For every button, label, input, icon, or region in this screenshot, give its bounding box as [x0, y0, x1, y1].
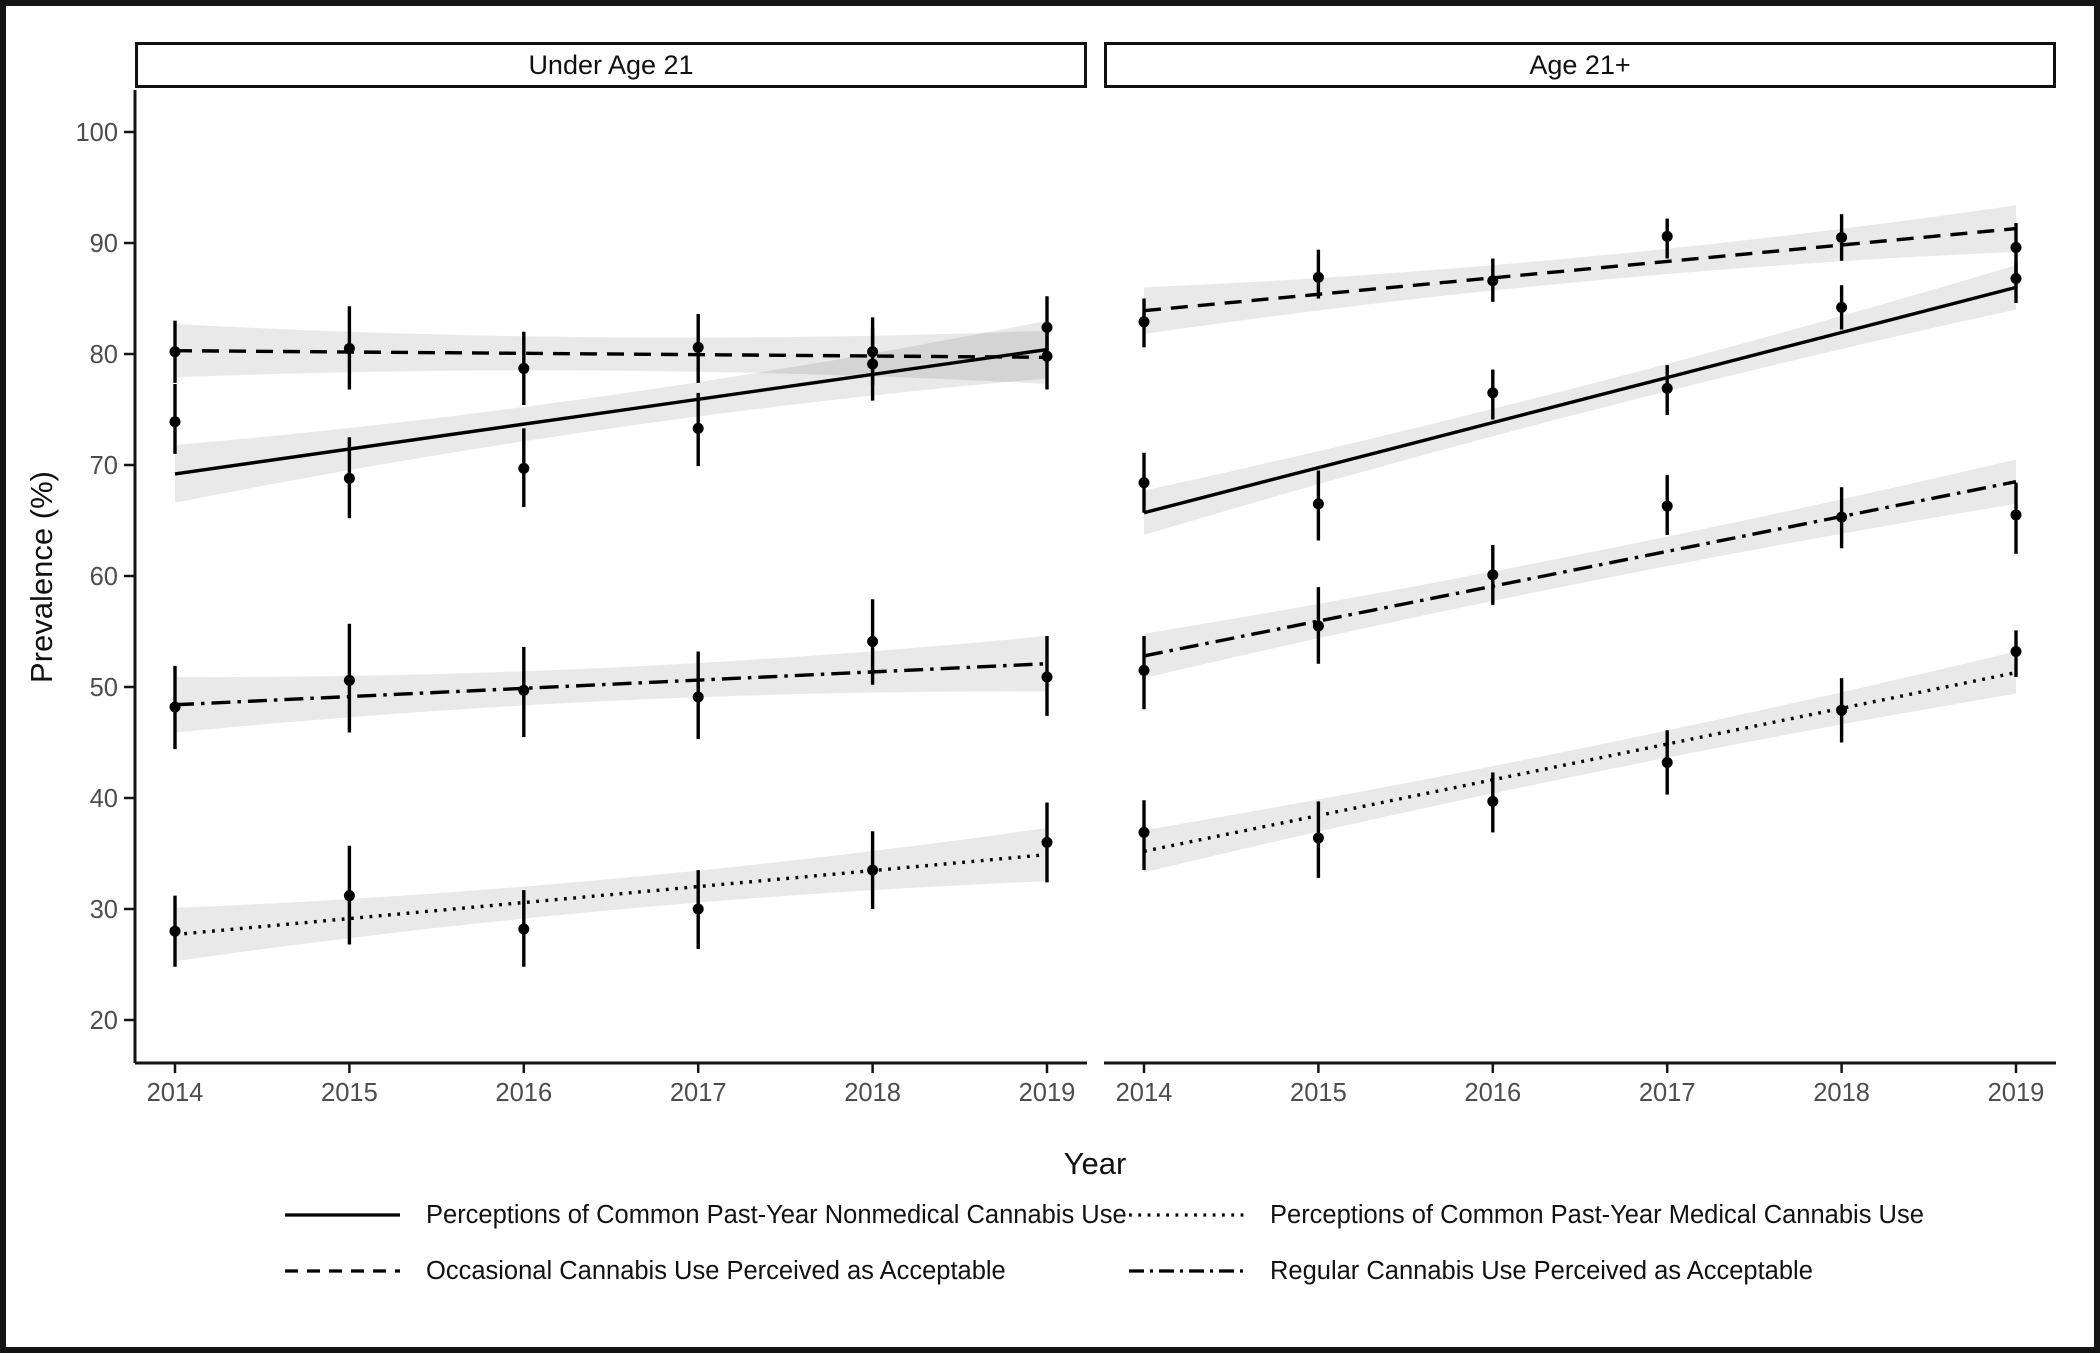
confidence-band-dotted [1144, 651, 2016, 873]
data-point [1041, 671, 1053, 683]
y-tick-label: 70 [90, 452, 118, 480]
data-point [692, 903, 704, 915]
facet-strip-under-age-21: Under Age 21 [135, 42, 1087, 88]
x-tick-label: 2019 [1019, 1079, 1076, 1107]
y-tick-label: 100 [75, 119, 118, 147]
data-point [1138, 477, 1150, 489]
legend-label-medical: Perceptions of Common Past-Year Medical … [1270, 1200, 1924, 1229]
data-point [1138, 316, 1150, 328]
dashdot-trend-line [1143, 479, 2017, 658]
y-tick-label: 30 [90, 896, 118, 924]
y-tick-label: 20 [90, 1007, 118, 1035]
y-tick-label: 80 [90, 341, 118, 369]
data-point [867, 635, 879, 647]
legend-label-occasional: Occasional Cannabis Use Perceived as Acc… [426, 1256, 1006, 1285]
confidence-band-dashdot [175, 635, 1047, 733]
dotted-trend-line [174, 852, 1048, 937]
data-point [1041, 350, 1053, 362]
data-point [1312, 832, 1324, 844]
data-point [169, 925, 181, 937]
data-point [518, 923, 530, 935]
data-point [1487, 275, 1499, 287]
x-tick-label: 2018 [1813, 1079, 1870, 1107]
data-point [1661, 500, 1673, 512]
data-point [1836, 231, 1848, 243]
x-tick-label: 2017 [670, 1079, 727, 1107]
data-point [1138, 826, 1150, 838]
legend-item-regular: Regular Cannabis Use Perceived as Accept… [1129, 1252, 1813, 1290]
x-tick-label: 2019 [1988, 1079, 2045, 1107]
data-point [1487, 387, 1499, 399]
data-point [1312, 498, 1324, 510]
data-point [1836, 301, 1848, 313]
data-point [692, 691, 704, 703]
data-point [2010, 241, 2022, 253]
y-tick-label: 40 [90, 785, 118, 813]
data-point [169, 346, 181, 358]
data-point [1836, 704, 1848, 716]
data-point [1312, 620, 1324, 632]
solid-line-sample-icon [285, 1213, 400, 1217]
data-point [1661, 756, 1673, 768]
legend-item-occasional: Occasional Cannabis Use Perceived as Acc… [285, 1252, 1006, 1290]
y-tick-label: 50 [90, 674, 118, 702]
dashed-trend-line [174, 348, 1048, 360]
data-point [692, 422, 704, 434]
legend-label-nonmedical: Perceptions of Common Past-Year Nonmedic… [426, 1200, 1127, 1229]
x-tick-label: 2014 [1116, 1079, 1173, 1107]
y-tick-label: 60 [90, 563, 118, 591]
data-point [692, 341, 704, 353]
y-tick-label: 90 [90, 230, 118, 258]
x-tick-label: 2018 [844, 1079, 901, 1107]
data-point [343, 674, 355, 686]
data-point [1138, 664, 1150, 676]
y-axis-title: Prevalence (%) [24, 471, 59, 683]
x-tick-label: 2017 [1639, 1079, 1696, 1107]
solid-trend-line [174, 347, 1048, 476]
data-point [343, 342, 355, 354]
data-point [518, 462, 530, 474]
data-point [169, 416, 181, 428]
data-point [1487, 795, 1499, 807]
data-point [2010, 509, 2022, 521]
data-point [1661, 382, 1673, 394]
data-point [2010, 273, 2022, 285]
dashed-line-sample-icon [285, 1269, 400, 1273]
x-tick-label: 2014 [147, 1079, 204, 1107]
data-point [343, 472, 355, 484]
data-point [169, 701, 181, 713]
x-axis-title: Year [1063, 1146, 1127, 1181]
data-point [1661, 230, 1673, 242]
x-tick-label: 2016 [495, 1079, 552, 1107]
facet-title-age-21-plus: Age 21+ [1529, 49, 1631, 80]
dashed-trend-line [1143, 226, 2017, 313]
x-tick-label: 2015 [1290, 1079, 1347, 1107]
legend-item-nonmedical: Perceptions of Common Past-Year Nonmedic… [285, 1196, 1127, 1234]
data-point [2010, 645, 2022, 657]
x-tick-label: 2016 [1464, 1079, 1521, 1107]
data-point [1041, 836, 1053, 848]
data-point [518, 362, 530, 374]
dotted-line-sample-icon [1129, 1213, 1244, 1217]
data-point [867, 346, 879, 358]
legend-label-regular: Regular Cannabis Use Perceived as Accept… [1270, 1256, 1813, 1285]
dashdot-line-sample-icon [1129, 1269, 1244, 1273]
data-point [1487, 569, 1499, 581]
legend-item-medical: Perceptions of Common Past-Year Medical … [1129, 1196, 1924, 1234]
data-point [867, 864, 879, 876]
data-point [518, 684, 530, 696]
data-point [1312, 271, 1324, 283]
solid-trend-line [1143, 285, 2017, 515]
data-point [1836, 511, 1848, 523]
x-tick-label: 2015 [321, 1079, 378, 1107]
facet-strip-age-21-plus: Age 21+ [1104, 42, 2056, 88]
data-point [343, 890, 355, 902]
facet-title-under-age-21: Under Age 21 [528, 49, 694, 80]
